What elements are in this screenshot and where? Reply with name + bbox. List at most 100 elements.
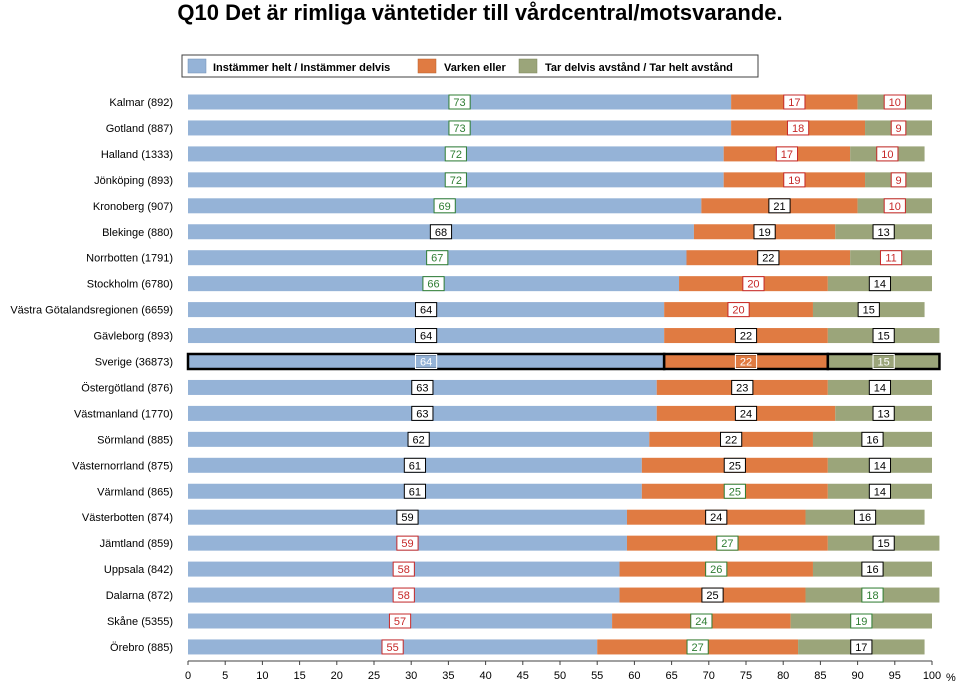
category-label: Uppsala (842) (104, 564, 173, 576)
value-label-box (701, 587, 724, 603)
value-label-box (723, 483, 746, 499)
x-tick-label: 80 (777, 670, 789, 682)
value-label-västmanland-s1: 24 (740, 408, 752, 420)
value-label-skåne-s1: 24 (695, 616, 707, 628)
value-label-box (872, 535, 895, 551)
value-label-box (407, 431, 430, 447)
value-label-box (396, 535, 419, 551)
category-label: Gävleborg (893) (94, 331, 174, 343)
legend-swatch-neutral (417, 58, 437, 74)
value-label-box (742, 276, 765, 292)
value-label-skåne-s0: 57 (394, 616, 406, 628)
value-label-gotland-s0: 73 (453, 123, 465, 135)
category-labels: Kalmar (892) Gotland (887) Halland (1333) J… (10, 97, 173, 654)
x-tick-label: 90 (851, 670, 863, 682)
x-tick-label: 95 (889, 670, 901, 682)
category-label: Sörmland (885) (97, 434, 173, 446)
value-label-jämtland-s1: 27 (721, 538, 733, 550)
value-label-gotland-s1: 18 (792, 123, 804, 135)
value-label-box (429, 224, 453, 240)
value-label-blekinge-s0: 68 (435, 227, 447, 239)
x-tick-label: 35 (442, 670, 454, 682)
category-label: Norrbotten (1791) (86, 253, 173, 265)
value-label-jämtland-s0: 59 (401, 538, 413, 550)
value-label-jönköping-s1: 19 (788, 175, 800, 187)
chart-title: Q10 Det är rimliga väntetider till vårdc… (177, 0, 783, 25)
value-label-box (448, 94, 471, 110)
value-label-box (705, 561, 728, 577)
x-tick-label: 70 (703, 670, 715, 682)
value-label-box (872, 354, 895, 369)
value-label-halland-s2: 10 (881, 149, 893, 161)
category-label: Gotland (887) (106, 123, 173, 135)
value-label-box (734, 405, 758, 421)
value-label-box (414, 354, 438, 369)
value-label-örebro-s2: 17 (855, 642, 867, 654)
legend-label-neutral: Varken eller (444, 62, 506, 74)
legend-label-disagree: Tar delvis avstånd / Tar helt avstånd (545, 62, 733, 74)
legend-frame (181, 54, 759, 78)
value-label-sörmland-s2: 16 (866, 434, 878, 446)
category-label: Stockholm (6780) (87, 279, 173, 291)
x-axis-unit-label: % (946, 672, 956, 684)
value-label-box (444, 146, 467, 162)
value-label-västra-götalandsregionen-s0: 64 (420, 305, 432, 317)
value-label-västra-götalandsregionen-s1: 20 (732, 305, 744, 317)
value-label-stockholm-s1: 20 (747, 279, 759, 291)
value-label-box (853, 509, 877, 525)
value-label-box (876, 146, 899, 162)
value-label-kronoberg-s1: 21 (773, 201, 785, 213)
value-label-box (868, 457, 892, 473)
value-label-sverige-s1: 22 (740, 357, 752, 369)
value-label-västerbotten-s0: 59 (401, 512, 413, 524)
value-label-västernorrland-s1: 25 (729, 460, 741, 472)
value-label-box (757, 250, 780, 266)
x-tick-label: 50 (554, 670, 566, 682)
value-label-box (414, 302, 438, 318)
value-label-sverige-s0: 64 (420, 357, 432, 369)
value-label-box (890, 172, 907, 188)
value-label-värmland-s1: 25 (729, 486, 741, 498)
legend-swatch-agree (187, 58, 207, 74)
value-label-halland-s0: 72 (450, 149, 462, 161)
x-tick-label: 85 (814, 670, 826, 682)
value-label-västernorrland-s2: 14 (874, 460, 886, 472)
value-label-box (786, 120, 810, 136)
category-label: Sverige (36873) (95, 357, 173, 369)
category-label: Blekinge (880) (102, 227, 173, 239)
category-label: Västerbotten (874) (82, 512, 173, 524)
value-label-box (868, 379, 892, 395)
value-label-box (879, 250, 903, 266)
value-label-box (444, 172, 467, 188)
value-label-box (403, 483, 427, 499)
category-label: Västmanland (1770) (74, 408, 173, 420)
value-label-västerbotten-s2: 16 (859, 512, 871, 524)
legend: Instämmer helt / Instämmer delvis Varken… (181, 54, 759, 78)
x-tick-label: 10 (256, 670, 268, 682)
value-label-box (775, 146, 799, 162)
x-tick-label: 15 (293, 670, 305, 682)
value-label-västernorrland-s0: 61 (409, 460, 421, 472)
category-label: Värmland (865) (97, 486, 173, 498)
value-label-box (705, 509, 728, 525)
x-tick-label: 20 (331, 670, 343, 682)
value-label-box (850, 639, 873, 655)
value-label-västmanland-s0: 63 (416, 408, 428, 420)
value-label-värmland-s2: 14 (874, 486, 886, 498)
bars-group: 73 17 10 73 18 9 72 17 10 72 19 9 69 21 10 68 19 13 67 22 11… (186, 94, 941, 655)
value-label-uppsala-s1: 26 (710, 564, 722, 576)
value-label-box (734, 354, 758, 369)
value-label-box (723, 457, 746, 473)
value-label-stockholm-s2: 14 (874, 279, 886, 291)
value-label-sverige-s2: 15 (878, 357, 890, 369)
value-label-västerbotten-s1: 24 (710, 512, 722, 524)
value-label-box (426, 250, 449, 266)
value-label-box (768, 198, 791, 214)
value-label-box (872, 224, 895, 240)
value-label-box (392, 587, 415, 603)
value-label-dalarna-s0: 58 (398, 590, 410, 602)
value-label-box (403, 457, 427, 473)
value-label-box (861, 587, 884, 603)
value-label-jönköping-s2: 9 (895, 175, 901, 187)
